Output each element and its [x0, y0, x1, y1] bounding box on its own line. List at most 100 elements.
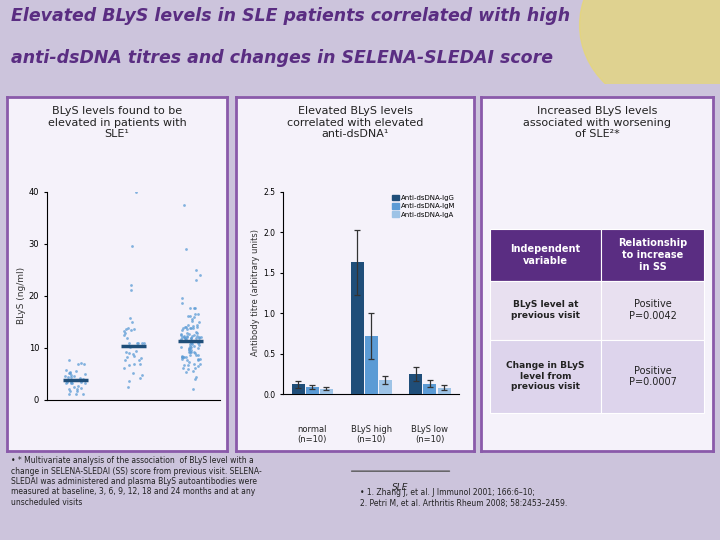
Point: [78, 359, 90, 368]
Point: [184, 342, 195, 351]
Text: BLyS high
(n=10): BLyS high (n=10): [351, 424, 392, 444]
Text: Increased BLyS levels
associated with worsening
of SLE²*: Increased BLyS levels associated with wo…: [523, 106, 671, 139]
Point: [60, 372, 71, 380]
Point: [65, 379, 76, 387]
Point: [63, 373, 74, 381]
Point: [71, 366, 82, 375]
Point: [192, 362, 204, 371]
Point: [188, 347, 199, 356]
Bar: [438, 388, 451, 394]
Point: [120, 347, 132, 356]
Point: [186, 340, 198, 348]
Point: [66, 373, 77, 381]
Point: [123, 348, 135, 357]
Point: [125, 314, 136, 322]
Point: [121, 342, 132, 350]
Point: [78, 389, 89, 398]
Point: [176, 353, 188, 362]
Point: [130, 187, 142, 196]
Point: [186, 332, 198, 340]
Bar: [490, 229, 601, 281]
Point: [186, 338, 198, 347]
Point: [180, 245, 192, 253]
Point: [180, 367, 192, 376]
Point: [191, 321, 202, 329]
Point: [182, 320, 194, 329]
Point: [181, 333, 193, 341]
Point: [70, 376, 81, 384]
Point: [121, 352, 132, 361]
Point: [63, 356, 75, 364]
Bar: [490, 340, 601, 413]
Bar: [364, 336, 378, 394]
Point: [184, 345, 195, 353]
Point: [76, 359, 87, 367]
Text: BLyS levels found to be
elevated in patients with
SLE¹: BLyS levels found to be elevated in pati…: [48, 106, 186, 139]
Point: [195, 333, 207, 341]
Point: [192, 332, 203, 341]
Point: [194, 359, 206, 368]
Point: [183, 343, 194, 352]
Point: [181, 332, 193, 340]
Point: [186, 348, 197, 356]
Text: Positive
P=0.0042: Positive P=0.0042: [629, 299, 677, 321]
Text: Elevated BLyS levels
correlated with elevated
anti-dsDNA¹: Elevated BLyS levels correlated with ele…: [287, 106, 423, 139]
Point: [192, 344, 204, 353]
Point: [184, 347, 195, 356]
Point: [126, 242, 138, 251]
Text: Positive
P=0.0007: Positive P=0.0007: [629, 366, 677, 387]
Bar: [306, 387, 319, 394]
Point: [189, 364, 201, 373]
Point: [118, 330, 130, 339]
Point: [190, 351, 202, 360]
Bar: [410, 374, 423, 394]
Point: [63, 376, 75, 385]
Point: [187, 366, 199, 375]
Point: [179, 200, 190, 209]
Point: [66, 378, 77, 387]
Point: [182, 361, 194, 369]
Point: [186, 333, 197, 342]
Point: [64, 369, 76, 377]
Point: [181, 323, 192, 332]
Point: [127, 369, 139, 377]
Bar: [423, 383, 436, 394]
Bar: [292, 384, 305, 394]
Point: [68, 383, 80, 391]
Point: [128, 352, 140, 361]
Point: [176, 353, 188, 361]
Point: [71, 385, 83, 394]
Point: [181, 329, 193, 338]
Text: BLyS level at
previous visit: BLyS level at previous visit: [511, 300, 580, 320]
Point: [125, 326, 136, 334]
Point: [186, 385, 198, 394]
Point: [183, 348, 194, 356]
Bar: [601, 340, 704, 413]
Point: [189, 336, 201, 345]
Point: [72, 360, 84, 368]
Point: [66, 370, 77, 379]
Point: [60, 366, 71, 374]
Point: [122, 324, 134, 333]
Point: [185, 336, 197, 345]
Point: [194, 354, 206, 363]
Point: [187, 324, 199, 333]
Point: [181, 356, 193, 364]
Point: [176, 293, 188, 302]
Point: [188, 342, 199, 350]
Point: [175, 329, 186, 338]
Point: [184, 346, 195, 354]
Point: [135, 354, 147, 362]
Point: [191, 329, 202, 338]
Point: [63, 390, 74, 399]
Point: [60, 379, 71, 388]
Point: [190, 373, 202, 382]
Point: [130, 347, 142, 355]
Point: [78, 375, 89, 383]
Y-axis label: BLyS (ng/ml): BLyS (ng/ml): [17, 267, 26, 324]
Point: [176, 330, 187, 339]
Point: [185, 342, 197, 351]
Point: [120, 355, 131, 364]
Point: [68, 371, 80, 380]
Point: [194, 271, 206, 279]
